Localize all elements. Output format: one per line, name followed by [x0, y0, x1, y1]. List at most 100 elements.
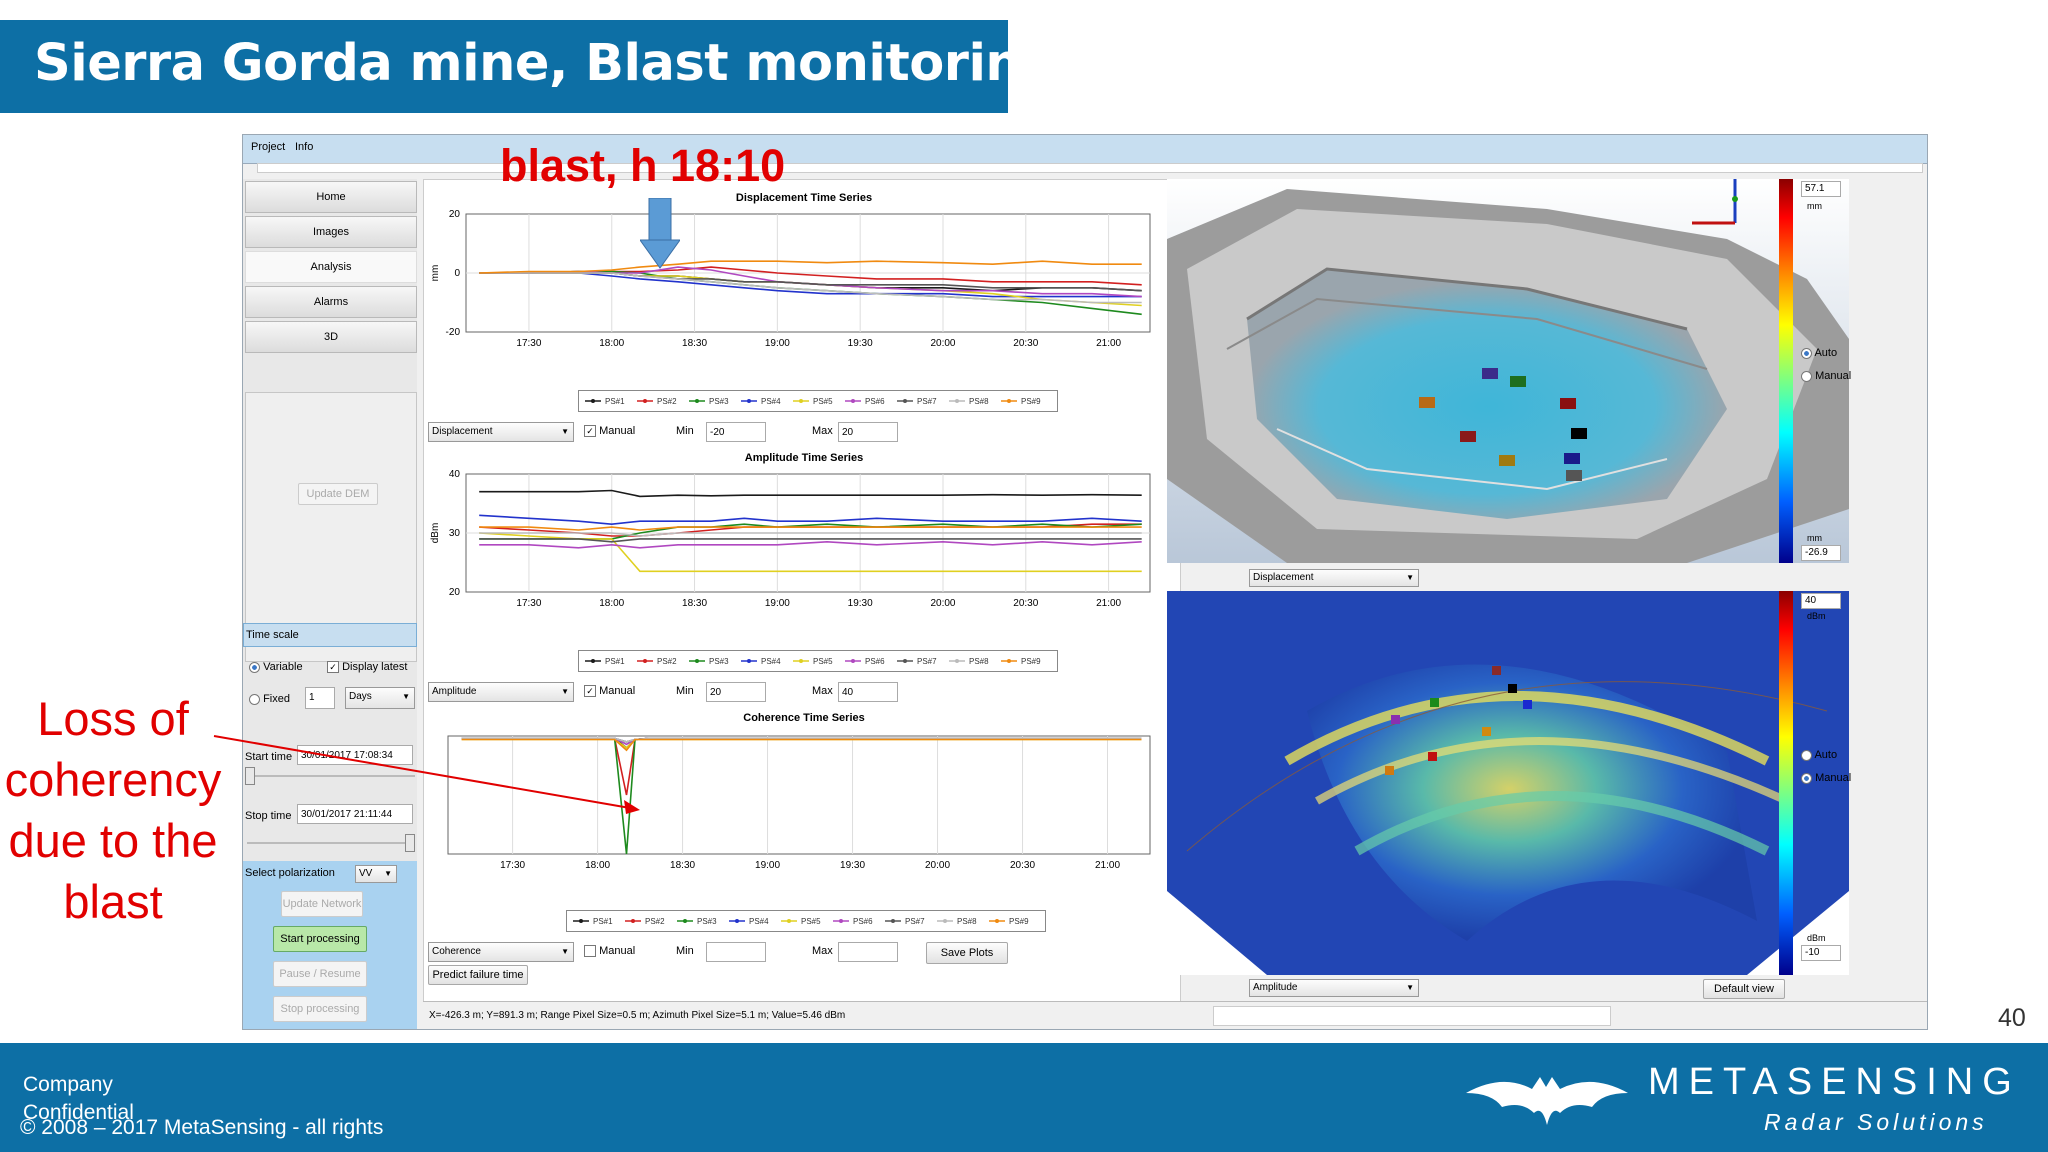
amplitude-radar-image[interactable]: [1167, 591, 1849, 975]
fixed-value-stepper[interactable]: 1: [305, 687, 335, 709]
start-time-slider-handle[interactable]: [245, 767, 255, 785]
stop-time-field[interactable]: 30/01/2017 21:11:44: [297, 804, 413, 824]
series-line-PS6: [479, 540, 1142, 549]
top-scale-max-field[interactable]: 57.1: [1801, 181, 1841, 197]
max-label: Max: [812, 945, 833, 957]
legend-label: PS#8: [957, 917, 977, 926]
bottom-auto-radio[interactable]: Auto: [1801, 749, 1837, 761]
legend-marker: [747, 399, 751, 403]
top-scale-min-field[interactable]: -26.9: [1801, 545, 1841, 561]
coherence-min-field[interactable]: [706, 942, 766, 962]
x-tick-label: 21:00: [1096, 598, 1121, 609]
app-window: Project Info Home Images Analysis Alarms…: [242, 134, 1928, 1030]
x-tick-label: 17:30: [500, 860, 525, 871]
x-tick-label: 20:30: [1013, 338, 1038, 349]
legend-label: PS#7: [905, 917, 925, 926]
status-text: X=-426.3 m; Y=891.3 m; Range Pixel Size=…: [429, 1010, 846, 1021]
stop-processing-button[interactable]: Stop processing: [273, 996, 367, 1022]
coherence-max-field[interactable]: [838, 942, 898, 962]
page-number: 40: [1998, 1004, 2026, 1032]
amplitude-chart-title: Amplitude Time Series: [744, 452, 864, 464]
top-map-combo[interactable]: Displacement ▼: [1249, 569, 1419, 587]
polarization-value: VV: [359, 868, 373, 879]
x-tick-label: 20:00: [925, 860, 950, 871]
legend-marker: [695, 399, 699, 403]
series-line-PS1: [479, 489, 1142, 498]
nav-images-button[interactable]: Images: [245, 216, 417, 248]
nav-3d-button[interactable]: 3D: [245, 321, 417, 353]
legend-marker: [643, 399, 647, 403]
3d-displacement-map[interactable]: [1167, 179, 1849, 563]
series-line-PS7: [479, 538, 1142, 543]
time-scale-header: Time scale: [243, 623, 417, 647]
start-time-field[interactable]: 30/01/2017 17:08:34: [297, 745, 413, 765]
update-dem-button[interactable]: Update DEM: [298, 483, 378, 505]
legend-label: PS#4: [761, 397, 781, 406]
menu-project[interactable]: Project: [251, 141, 286, 153]
variable-radio[interactable]: Variable: [249, 661, 303, 673]
polarization-combo[interactable]: VV ▼: [355, 865, 397, 883]
legend-marker: [735, 919, 739, 923]
x-tick-label: 20:30: [1010, 860, 1035, 871]
loss-arrow: [213, 735, 640, 814]
bottom-map-combo-value: Amplitude: [1253, 982, 1298, 993]
amplitude-max-field[interactable]: 40: [838, 682, 898, 702]
menu-info[interactable]: Info: [295, 141, 314, 153]
bottom-manual-radio[interactable]: Manual: [1801, 772, 1851, 784]
save-plots-button[interactable]: Save Plots: [926, 942, 1008, 964]
displacement-combo[interactable]: Displacement ▼: [428, 422, 574, 442]
pause-resume-button[interactable]: Pause / Resume: [273, 961, 367, 987]
top-manual-radio[interactable]: Manual: [1801, 370, 1851, 382]
displacement-max-field[interactable]: 20: [838, 422, 898, 442]
nav-home-button[interactable]: Home: [245, 181, 417, 213]
coherence-manual-checkbox[interactable]: Manual: [584, 945, 635, 958]
nav-alarms-button[interactable]: Alarms: [245, 286, 417, 318]
chevron-down-icon: ▼: [402, 692, 410, 701]
displacement-min-field[interactable]: -20: [706, 422, 766, 442]
legend-label: PS#2: [645, 917, 665, 926]
amplitude-combo-value: Amplitude: [432, 686, 477, 697]
amplitude-color-scale: [1779, 591, 1793, 975]
bottom-scale-max-field[interactable]: 40: [1801, 593, 1841, 609]
legend-marker: [839, 919, 843, 923]
fixed-unit-combo[interactable]: Days ▼: [345, 687, 415, 709]
default-view-button[interactable]: Default view: [1703, 979, 1785, 999]
display-latest-checkbox[interactable]: ✓ Display latest: [327, 661, 407, 674]
legend-label: PS#2: [657, 397, 677, 406]
legend-label: PS#9: [1021, 657, 1041, 666]
predict-failure-time-button[interactable]: Predict failure time: [428, 965, 528, 985]
series-line-PS4: [479, 514, 1142, 526]
coherence-combo[interactable]: Coherence ▼: [428, 942, 574, 962]
coherence-chart: 17:30 18:00 18:30 19:00 19:30 20:00 20:30 21:00: [447, 735, 1151, 871]
ps-markers: [1419, 368, 1587, 481]
start-processing-button[interactable]: Start processing: [273, 926, 367, 952]
legend-label: PS#6: [865, 657, 885, 666]
brand-tagline: Radar Solutions: [1764, 1109, 1988, 1135]
chevron-down-icon: ▼: [561, 687, 569, 696]
nav-analysis-button[interactable]: Analysis: [245, 251, 417, 283]
bottom-scale-min-field[interactable]: -10: [1801, 945, 1841, 961]
fixed-radio[interactable]: Fixed: [249, 693, 290, 705]
footer-copyright: © 2008 – 2017 MetaSensing - all rights: [20, 1116, 384, 1139]
stop-time-slider-track: [247, 842, 415, 844]
legend-marker: [631, 919, 635, 923]
x-tick-label: 18:00: [599, 338, 624, 349]
amplitude-min-field[interactable]: 20: [706, 682, 766, 702]
series-line-PS8: [461, 737, 1142, 743]
stop-time-slider-handle[interactable]: [405, 834, 415, 852]
update-network-button[interactable]: Update Network: [281, 891, 363, 917]
bottom-map-combo[interactable]: Amplitude ▼: [1249, 979, 1419, 997]
legend-label: PS#8: [969, 397, 989, 406]
legend-marker: [903, 659, 907, 663]
legend-marker: [799, 399, 803, 403]
auto-label: Auto: [1814, 347, 1838, 359]
displacement-manual-checkbox[interactable]: ✓ Manual: [584, 425, 635, 438]
processing-panel: Select polarization VV ▼ Update Network S…: [243, 861, 417, 1029]
amplitude-manual-checkbox[interactable]: ✓ Manual: [584, 685, 635, 698]
auto-label: Auto: [1814, 749, 1838, 761]
amplitude-combo[interactable]: Amplitude ▼: [428, 682, 574, 702]
x-tick-label: 20:00: [930, 338, 955, 349]
top-auto-radio[interactable]: Auto: [1801, 347, 1837, 359]
x-tick-label: 21:00: [1096, 338, 1121, 349]
legend-label: PS#6: [853, 917, 873, 926]
